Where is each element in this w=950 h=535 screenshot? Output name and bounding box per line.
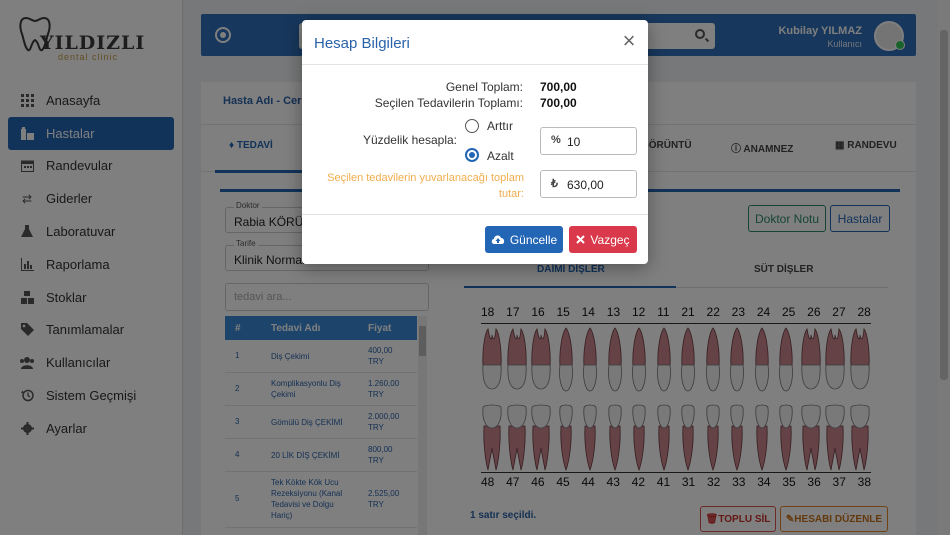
update-button[interactable]: Güncelle (485, 226, 563, 253)
percent-icon: % (551, 134, 561, 146)
grand-total-label: Genel Toplam: (445, 80, 523, 94)
rounded-total-label-line1: Seçilen tedavilerin yuvarlanacağı toplam (327, 172, 524, 184)
cancel-button[interactable]: Vazgeç (569, 226, 637, 253)
x-icon (576, 235, 586, 244)
cancel-button-label: Vazgeç (590, 232, 630, 247)
rounded-total-label: Seçilen tedavilerin yuvarlanacağı toplam… (314, 170, 524, 202)
rounded-total-label-line2: tutar: (498, 188, 524, 200)
decrease-label[interactable]: Azalt (487, 149, 514, 163)
cloud-upload-icon (491, 235, 504, 244)
increase-radio[interactable] (465, 119, 479, 133)
modal-title: Hesap Bilgileri (314, 35, 410, 52)
modal-footer-divider (302, 214, 648, 215)
rounded-total-input[interactable]: ₺ 630,00 (540, 170, 637, 198)
percent-label: Yüzdelik hesapla: (362, 133, 457, 147)
percent-value: 10 (567, 135, 581, 149)
selected-total-label: Seçilen Tedavilerin Toplamı: (374, 96, 523, 110)
close-icon[interactable]: × (622, 28, 636, 53)
lira-icon: ₺ (551, 178, 558, 190)
increase-label[interactable]: Arttır (487, 119, 513, 133)
modal-header-divider (302, 64, 648, 65)
selected-total-value: 700,00 (540, 96, 577, 110)
grand-total-value: 700,00 (540, 80, 577, 94)
rounded-total-value: 630,00 (567, 178, 604, 192)
update-button-label: Güncelle (509, 232, 558, 247)
percent-input[interactable]: % 10 (540, 127, 637, 155)
decrease-radio[interactable] (465, 148, 479, 162)
account-info-modal: Hesap Bilgileri × Genel Toplam: 700,00 S… (302, 20, 648, 264)
